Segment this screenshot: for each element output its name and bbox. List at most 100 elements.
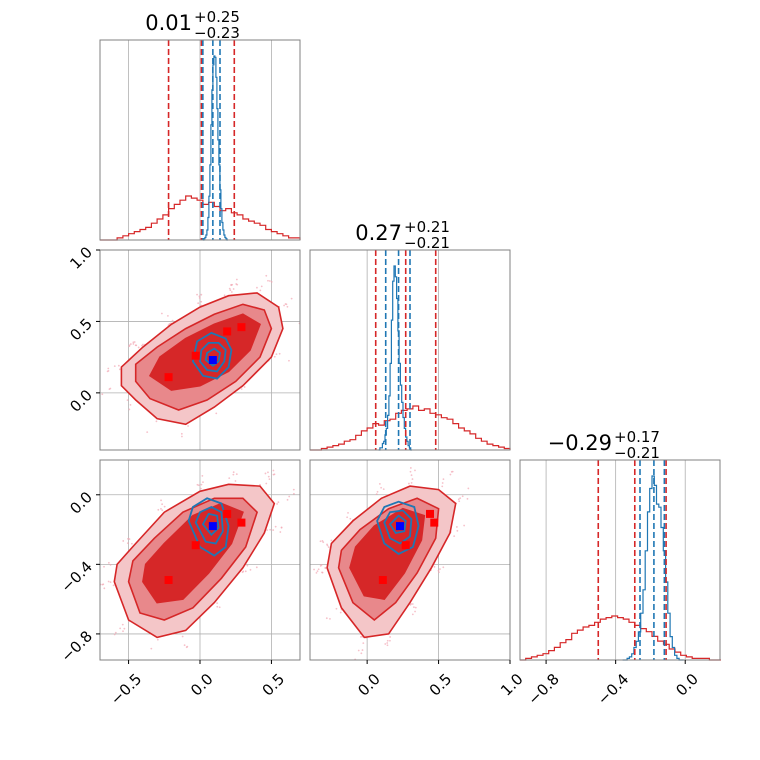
sample-dot <box>103 587 106 590</box>
sample-dot <box>142 343 144 346</box>
sample-dot <box>197 484 200 487</box>
marker-red-2-0 <box>378 576 387 584</box>
sample-dot <box>362 642 365 645</box>
sample-dot <box>414 610 416 613</box>
sample-dot <box>324 567 327 569</box>
sample-dot <box>267 279 269 282</box>
scatter-frame-2 <box>309 459 511 661</box>
sample-dot <box>330 539 333 542</box>
sample-dot <box>327 546 330 548</box>
sample-dot <box>279 531 282 533</box>
contour-blue-0-0 <box>191 331 233 380</box>
sample-dot <box>171 319 174 322</box>
sample-dot <box>380 486 383 489</box>
sample-dot <box>126 542 129 545</box>
title-minus-0: −0.23 <box>194 24 240 42</box>
xtick-label-0-0: −0.5 <box>107 670 145 708</box>
sample-dot <box>313 568 315 571</box>
sample-dot <box>109 387 112 390</box>
sample-dot <box>461 495 464 498</box>
diag-frame-0 <box>99 39 301 241</box>
contour-inner-0 <box>148 313 261 391</box>
sample-dot <box>135 344 138 347</box>
sample-dot <box>272 529 275 531</box>
ytick-label-2-1: −0.4 <box>58 558 96 596</box>
ytick-label-1-0: 0.0 <box>66 386 96 416</box>
sample-dot <box>449 473 452 476</box>
sample-dot <box>181 435 183 438</box>
title-plus-1: +0.21 <box>404 218 450 236</box>
sample-dot <box>325 617 328 620</box>
contour-blue-1-2 <box>201 512 220 537</box>
sample-dot <box>290 297 293 300</box>
sample-dot <box>249 568 252 571</box>
sample-dot <box>215 412 218 415</box>
marker-red-1-3 <box>237 518 246 527</box>
sample-dot <box>280 526 283 529</box>
sample-dot <box>408 482 410 485</box>
sample-dot <box>286 498 289 501</box>
sample-dot <box>235 473 238 476</box>
sample-dot <box>234 480 237 482</box>
sample-dot <box>316 570 319 573</box>
sample-dot <box>277 501 280 504</box>
sample-dot <box>122 630 124 633</box>
sample-dot <box>232 288 235 290</box>
xtick-label-2-2: 0.0 <box>672 670 702 700</box>
marker-blue-0 <box>208 356 217 364</box>
sample-dot <box>414 606 417 609</box>
sample-dot <box>200 300 203 303</box>
sample-dot <box>241 571 244 574</box>
sample-dot <box>130 542 133 545</box>
sample-dot <box>274 525 277 528</box>
sample-dot <box>243 386 246 388</box>
sample-dot <box>268 478 271 481</box>
xtick-label-1-1: 0.5 <box>426 670 456 700</box>
sample-dot <box>196 483 199 486</box>
hist-blue-2 <box>622 475 684 661</box>
sample-dot <box>168 323 171 325</box>
sample-dot <box>357 649 360 652</box>
sample-dot <box>198 297 201 299</box>
sample-dot <box>128 538 131 540</box>
title-median-0: 0.01 <box>145 11 192 35</box>
sample-dot <box>113 633 116 636</box>
scatter-area-2 <box>310 460 510 660</box>
contour-blue-2-1 <box>383 509 413 545</box>
sample-dot <box>198 295 201 298</box>
sample-dot <box>442 478 445 481</box>
sample-dot <box>223 294 226 297</box>
sample-dot <box>433 565 436 568</box>
xtick-label-2-0: −0.8 <box>524 670 562 708</box>
sample-dot <box>317 568 320 571</box>
marker-red-0-1 <box>191 351 200 360</box>
sample-dot <box>273 473 276 476</box>
sample-dot <box>246 564 249 567</box>
sample-dot <box>114 631 117 634</box>
sample-dot <box>335 607 338 610</box>
hist-red-1 <box>310 405 511 451</box>
sample-dot <box>200 293 203 296</box>
sample-dot <box>321 539 324 542</box>
sample-dot <box>437 569 440 572</box>
ytick-label-2-0: −0.8 <box>58 627 96 665</box>
scatter-panel-2 <box>309 459 511 661</box>
marker-red-2-1 <box>401 541 410 550</box>
sample-dot <box>438 571 440 574</box>
sample-dot <box>216 605 219 608</box>
sample-dot <box>232 473 235 476</box>
sample-dot <box>235 278 238 281</box>
sample-dot <box>132 341 135 344</box>
title-median-1: 0.27 <box>355 221 402 245</box>
sample-dot <box>409 467 412 469</box>
sample-dot <box>200 487 202 490</box>
sample-dot <box>160 507 162 510</box>
sample-dot <box>442 566 445 569</box>
marker-blue-1 <box>208 522 217 531</box>
diag-panel-0: 0.01 +0.25−0.23 <box>99 8 301 241</box>
sample-dot <box>231 283 234 286</box>
sample-dot <box>384 643 387 645</box>
sample-dot <box>187 425 189 427</box>
marker-red-2-2 <box>426 509 434 518</box>
sample-dot <box>411 603 414 605</box>
